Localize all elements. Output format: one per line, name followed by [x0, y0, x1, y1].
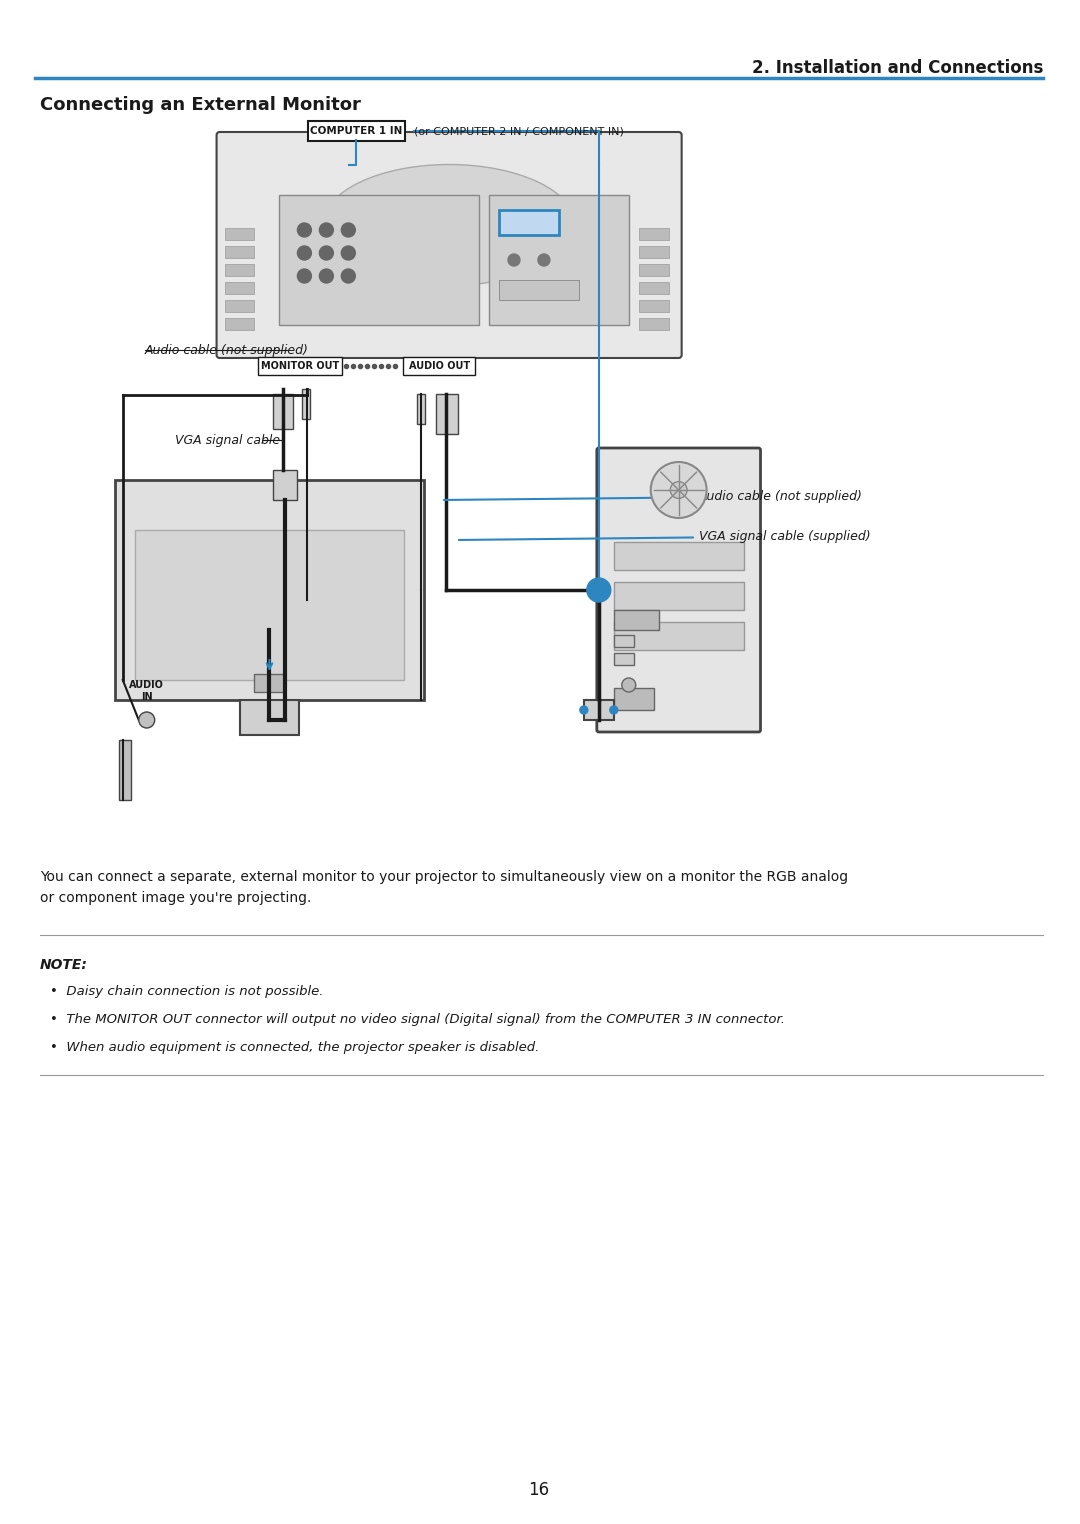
- Bar: [225, 319, 255, 331]
- Text: 16: 16: [528, 1481, 550, 1500]
- Bar: [135, 530, 404, 680]
- Bar: [255, 674, 284, 692]
- Text: MONITOR OUT: MONITOR OUT: [261, 361, 339, 370]
- Text: (or COMPUTER 2 IN / COMPONENT IN): (or COMPUTER 2 IN / COMPONENT IN): [415, 126, 624, 136]
- Bar: [638, 264, 669, 276]
- Circle shape: [297, 223, 311, 238]
- Text: You can connect a separate, external monitor to your projector to simultaneously: You can connect a separate, external mon…: [40, 870, 848, 905]
- Bar: [273, 469, 297, 500]
- FancyBboxPatch shape: [217, 133, 681, 358]
- Text: Connecting an External Monitor: Connecting an External Monitor: [40, 96, 361, 114]
- Bar: [613, 543, 743, 570]
- Text: COMPUTER 1 IN: COMPUTER 1 IN: [310, 126, 403, 136]
- Circle shape: [341, 270, 355, 283]
- Text: NOTE:: NOTE:: [40, 959, 87, 972]
- Bar: [638, 319, 669, 331]
- Circle shape: [671, 482, 687, 498]
- FancyBboxPatch shape: [309, 120, 405, 142]
- Circle shape: [610, 706, 618, 715]
- Text: AUDIO OUT: AUDIO OUT: [408, 361, 470, 370]
- Bar: [613, 582, 743, 610]
- Bar: [119, 741, 131, 800]
- Bar: [114, 480, 424, 700]
- Bar: [273, 395, 294, 428]
- Bar: [280, 195, 480, 325]
- Bar: [225, 245, 255, 258]
- FancyBboxPatch shape: [403, 357, 475, 375]
- Bar: [613, 622, 743, 651]
- Bar: [225, 282, 255, 294]
- Bar: [436, 395, 458, 434]
- Circle shape: [538, 255, 550, 267]
- Bar: [302, 389, 310, 419]
- Circle shape: [320, 270, 334, 283]
- Bar: [489, 195, 629, 325]
- Circle shape: [622, 678, 636, 692]
- Bar: [225, 300, 255, 312]
- Circle shape: [580, 706, 588, 715]
- Circle shape: [651, 462, 706, 518]
- Text: Audio cable (not supplied): Audio cable (not supplied): [444, 491, 863, 503]
- Text: •  When audio equipment is connected, the projector speaker is disabled.: • When audio equipment is connected, the…: [50, 1041, 539, 1055]
- Bar: [240, 700, 299, 735]
- Ellipse shape: [323, 165, 576, 285]
- Circle shape: [341, 245, 355, 261]
- Text: 2. Installation and Connections: 2. Installation and Connections: [752, 59, 1043, 78]
- Bar: [499, 210, 558, 235]
- Bar: [499, 280, 579, 300]
- Bar: [584, 700, 613, 719]
- FancyBboxPatch shape: [597, 448, 760, 732]
- Bar: [613, 652, 634, 664]
- Circle shape: [508, 255, 519, 267]
- FancyBboxPatch shape: [258, 357, 342, 375]
- Circle shape: [586, 578, 611, 602]
- Circle shape: [138, 712, 154, 728]
- Bar: [638, 229, 669, 239]
- Bar: [638, 282, 669, 294]
- Bar: [613, 610, 659, 629]
- Circle shape: [320, 245, 334, 261]
- Text: •  The MONITOR OUT connector will output no video signal (Digital signal) from t: • The MONITOR OUT connector will output …: [50, 1013, 785, 1026]
- Text: VGA signal cable (supplied): VGA signal cable (supplied): [459, 530, 870, 543]
- Bar: [225, 229, 255, 239]
- Bar: [225, 264, 255, 276]
- Circle shape: [297, 270, 311, 283]
- Circle shape: [320, 223, 334, 238]
- Bar: [417, 395, 426, 424]
- Circle shape: [341, 223, 355, 238]
- Circle shape: [297, 245, 311, 261]
- Bar: [638, 300, 669, 312]
- Bar: [613, 636, 634, 648]
- Text: VGA signal cable: VGA signal cable: [175, 433, 280, 447]
- Text: Audio cable (not supplied): Audio cable (not supplied): [145, 343, 309, 357]
- Text: AUDIO
IN: AUDIO IN: [130, 680, 164, 701]
- Text: •  Daisy chain connection is not possible.: • Daisy chain connection is not possible…: [50, 985, 323, 998]
- Bar: [613, 687, 653, 710]
- Bar: [638, 245, 669, 258]
